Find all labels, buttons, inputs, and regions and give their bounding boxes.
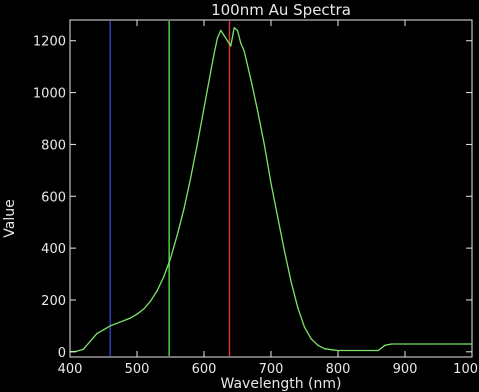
spectrum-point: [384, 344, 386, 346]
spectrum-point: [223, 34, 225, 37]
spectrum-point: [203, 107, 205, 109]
x-tick-label: 800: [326, 362, 351, 377]
spectrum-point: [364, 349, 366, 352]
spectrum-point: [236, 29, 239, 31]
spectrum-point: [377, 349, 379, 352]
spectrum-point: [297, 307, 299, 309]
spectrum-point: [290, 281, 292, 283]
spectrum-point: [129, 317, 131, 319]
spectrum-point: [89, 340, 91, 343]
spectrum-point: [149, 300, 151, 302]
spectrum-point: [163, 276, 165, 278]
x-tick-label: 100: [453, 362, 478, 377]
spectrum-point: [337, 349, 339, 352]
spectrum-point: [240, 42, 242, 44]
x-tick-label: 400: [58, 362, 83, 377]
spectrum-point: [123, 320, 125, 322]
spectrum-point: [210, 71, 212, 73]
spectrum-point: [391, 343, 393, 345]
spectrum-point: [143, 308, 145, 310]
chart-title: 100nm Au Spectra: [211, 1, 351, 19]
spectrum-point: [471, 343, 473, 345]
spectrum-point: [96, 333, 98, 335]
y-axis-title: Value: [2, 199, 18, 237]
y-tick-label: 400: [41, 242, 66, 257]
spectrum-point: [183, 208, 185, 210]
spectrum-point: [263, 143, 265, 146]
spectrum-point: [431, 343, 433, 345]
y-tick-label: 800: [41, 138, 66, 153]
x-tick-label: 900: [393, 362, 418, 377]
spectrum-point: [324, 348, 326, 350]
spectrum-point: [303, 326, 306, 328]
spectrum-point: [350, 349, 352, 352]
y-tick-label: 1000: [33, 87, 66, 102]
x-tick-label: 500: [125, 362, 150, 377]
spectrum-point: [310, 338, 312, 340]
spectrum-point: [109, 325, 111, 327]
y-tick-label: 600: [41, 190, 66, 205]
spectrum-point: [82, 348, 84, 350]
spectrum-point: [213, 53, 215, 55]
spectrum-point: [417, 343, 419, 345]
spectrum-point: [176, 234, 178, 236]
spectrum-point: [226, 40, 229, 42]
spectrum-point: [196, 143, 198, 146]
spectrum-point: [220, 29, 222, 31]
spectrum-point: [169, 257, 172, 260]
spectrum-point: [230, 45, 232, 47]
spectrum-point: [404, 343, 406, 345]
spectrum-point: [233, 27, 235, 29]
spectrum-point: [156, 290, 158, 292]
y-tick-label: 0: [58, 346, 66, 361]
spectrum-point: [216, 37, 218, 39]
spectrum-point: [76, 350, 78, 352]
y-tick-label: 1200: [33, 35, 66, 50]
x-tick-label: 600: [192, 362, 217, 377]
y-tick-label: 200: [41, 294, 66, 309]
spectrum-point: [277, 216, 279, 218]
spectrum-point: [270, 182, 272, 184]
spectrum-point: [257, 110, 259, 112]
spectrum-point: [317, 344, 319, 346]
spectrum-point: [190, 177, 192, 179]
spectrum-point: [136, 313, 138, 315]
spectrum-point: [250, 79, 252, 81]
spectrum-point: [243, 50, 245, 52]
spectrum-point: [444, 343, 446, 345]
spectrum-point: [458, 343, 460, 345]
spectrum-point: [330, 349, 332, 351]
spectrum-point: [102, 329, 105, 331]
x-axis-title: Wavelength (nm): [221, 376, 342, 392]
x-tick-label: 700: [259, 362, 284, 377]
spectrum-point: [116, 322, 118, 324]
spectrum-point: [283, 250, 285, 252]
